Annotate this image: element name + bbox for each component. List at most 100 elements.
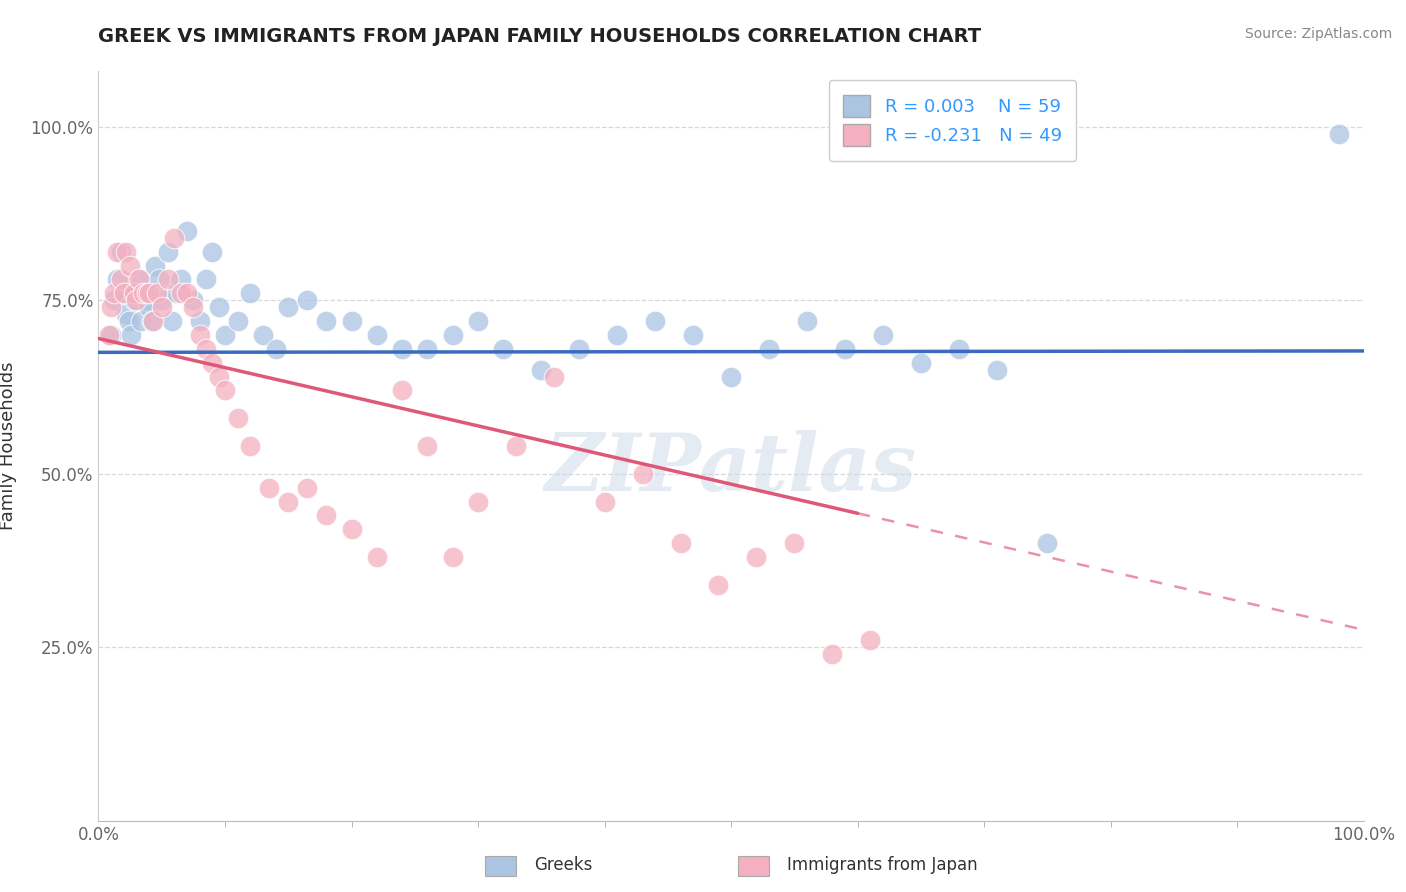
Point [366,549,388,564]
Point [169,272,191,286]
Point [183,300,205,314]
Point [505,439,527,453]
Point [834,342,856,356]
Y-axis label: Family Households: Family Households [0,362,17,530]
Point [107,272,129,286]
Point [910,356,932,370]
Point [125,293,148,308]
Point [796,314,818,328]
Point [120,328,142,343]
Point [277,300,299,314]
Point [160,314,183,328]
Point [821,647,844,661]
Point [176,286,198,301]
Legend: R = 0.003    N = 59, R = -0.231   N = 49: R = 0.003 N = 59, R = -0.231 N = 49 [830,80,1077,161]
Text: Greeks: Greeks [534,856,593,874]
Point [986,362,1008,376]
Point [157,272,180,286]
Point [107,244,129,259]
Point [1036,536,1059,550]
Point [142,314,165,328]
Point [183,293,205,308]
Point [135,286,157,301]
Point [166,286,188,301]
Point [872,328,894,343]
Point [110,244,132,259]
Point [214,328,236,343]
Point [252,328,274,343]
Point [441,328,464,343]
Point [391,384,413,398]
Point [112,286,135,301]
Point [297,293,319,308]
Point [644,314,666,328]
Point [141,314,163,328]
Point [467,314,489,328]
Point [239,286,262,301]
Point [441,549,464,564]
Point [118,314,141,328]
Point [194,272,218,286]
Point [208,300,231,314]
Point [145,259,166,273]
Point [467,494,489,508]
Point [340,314,363,328]
Point [297,481,319,495]
Point [100,300,122,314]
Point [859,633,882,648]
Point [150,293,173,308]
Text: ZIPatlas: ZIPatlas [546,430,917,508]
Point [135,293,157,308]
Point [543,369,565,384]
Point [110,272,132,286]
Point [226,411,249,425]
Point [264,342,287,356]
Text: Source: ZipAtlas.com: Source: ZipAtlas.com [1244,27,1392,41]
Point [707,578,730,592]
Point [188,314,211,328]
Point [758,342,780,356]
Point [122,286,145,301]
Point [115,307,138,321]
Point [208,369,231,384]
Point [259,481,281,495]
Point [97,328,120,343]
Text: Immigrants from Japan: Immigrants from Japan [787,856,979,874]
Point [277,494,299,508]
Point [112,286,135,301]
Point [163,231,186,245]
Point [315,314,337,328]
Point [783,536,806,550]
Point [492,342,515,356]
Point [100,328,122,343]
Point [128,272,150,286]
Point [239,439,262,453]
Point [416,342,439,356]
Text: GREEK VS IMMIGRANTS FROM JAPAN FAMILY HOUSEHOLDS CORRELATION CHART: GREEK VS IMMIGRANTS FROM JAPAN FAMILY HO… [98,27,981,45]
Point [157,244,180,259]
Point [120,259,141,273]
Point [138,286,160,301]
Point [125,286,148,301]
Point [201,356,224,370]
Point [530,362,553,376]
Point [169,286,191,301]
Point [128,272,150,286]
Point [103,286,125,301]
Point [150,300,173,314]
Point [132,286,155,301]
Point [568,342,591,356]
Point [948,342,970,356]
Point [131,314,153,328]
Point [391,342,413,356]
Point [132,286,155,301]
Point [416,439,439,453]
Point [201,244,224,259]
Point [226,314,249,328]
Point [176,224,198,238]
Point [145,286,167,301]
Point [366,328,388,343]
Point [194,342,218,356]
Point [188,328,211,343]
Point [138,300,160,314]
